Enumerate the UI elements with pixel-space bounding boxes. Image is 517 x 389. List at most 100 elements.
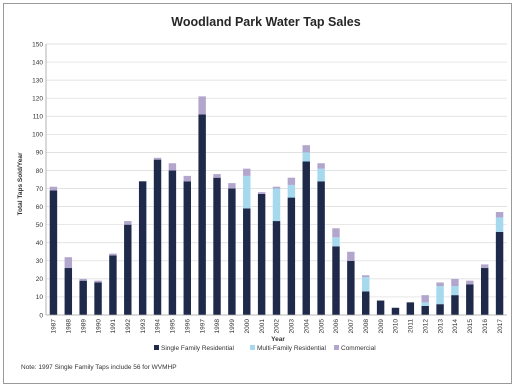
bar-segment [287,184,296,198]
x-tick-label: 1989 [80,319,87,334]
bar-segment [317,181,325,315]
bar-segment [138,181,147,315]
x-tick-label: 1992 [125,319,132,334]
bar-segment [421,295,429,303]
y-tick-label: 110 [33,114,44,121]
x-tick-label: 2017 [497,319,504,334]
bar-segment [272,221,281,315]
bar-segment [466,284,474,315]
x-tick-label: 2015 [467,319,474,334]
x-axis-label: Year [271,336,285,343]
bar-segment [153,159,162,315]
bar-segment [79,278,87,281]
bar-segment [153,157,162,160]
bar-segment [332,237,340,247]
x-tick-label: 2009 [378,319,385,334]
bar-segment [332,228,340,238]
x-tick-label: 2008 [363,319,370,334]
bar-segment [94,282,102,315]
bar-segment [406,302,415,315]
x-axis-ticks: 1987 1988 1989 1990 1991 1992 1993 1994 1995 1996… [51,319,504,334]
bar-segment [317,168,325,182]
chart-title: Woodland Park Water Tap Sales [171,15,360,29]
y-tick-label: 40 [36,240,44,247]
x-tick-label: 1990 [95,319,102,334]
y-tick-label: 80 [36,168,44,175]
legend-swatch [250,345,255,350]
legend-swatch [334,345,339,350]
bar-segment [183,175,191,182]
x-tick-label: 2013 [437,319,444,334]
x-tick-label: 2003 [289,319,296,334]
bar-segment [272,188,281,222]
bar-segment [183,181,191,315]
bar-segment [109,255,117,315]
bar-segment [198,114,206,316]
bar-segment [243,168,251,176]
y-tick-label: 140 [32,59,43,66]
bar-segment [391,307,400,315]
bar-segment [362,291,370,315]
bar-segment [317,163,325,169]
bar-segment [436,282,444,287]
bar-segment [376,300,385,315]
bar-segment [302,161,310,315]
y-tick-label: 20 [36,276,44,283]
bar-segment [64,257,73,269]
bar-segment [49,190,58,315]
y-tick-label: 50 [36,222,44,229]
x-tick-label: 1993 [140,319,147,334]
bar-segment [421,302,429,306]
bar-segment [243,175,251,209]
legend-entry: Single Family Residential [161,345,235,352]
x-tick-label: 1987 [51,319,58,334]
x-tick-label: 2006 [333,319,340,334]
bar-segment [257,193,266,315]
bar-segment [109,253,117,256]
x-tick-label: 2014 [452,319,459,334]
bar-segment [332,246,340,315]
bar-segment [362,275,370,278]
x-tick-label: 1991 [110,319,117,334]
bar-segment [480,268,489,315]
x-tick-label: 2005 [318,319,325,334]
bar-segment [272,186,281,189]
bar-segment [480,264,489,269]
x-tick-label: 1988 [66,319,73,334]
x-tick-label: 1994 [155,319,162,334]
bar-segment [495,217,504,232]
bar-segment [168,170,177,315]
x-tick-label: 1996 [184,319,191,334]
bar-segment [451,278,459,287]
bar-segment [421,305,429,315]
bar-segment [124,224,132,315]
bar-segment [94,280,102,283]
bars [49,96,504,316]
legend-entry: Multi-Family Residential [257,345,327,352]
bar-segment [302,152,310,162]
y-tick-label: 120 [32,96,43,103]
chart-note: Note: 1997 Single Family Taps include 56… [21,364,177,371]
y-tick-label: 60 [36,204,44,211]
x-tick-label: 1997 [199,319,206,334]
y-tick-label: 90 [36,150,44,157]
bar-segment [124,221,132,225]
bar-segment [495,231,504,315]
y-tick-label: 70 [36,186,44,193]
bar-segment [228,188,236,315]
bar-segment [168,163,177,171]
x-tick-label: 1998 [214,319,221,334]
x-tick-label: 2001 [259,319,266,334]
y-tick-label: 130 [32,77,43,84]
y-tick-label: 0 [39,312,43,319]
x-tick-label: 1995 [170,319,177,334]
bar-segment [495,212,504,218]
bar-segment [302,145,310,153]
stacked-bar-chart: Woodland Park Water Tap Sales 0 10 20 30 40 5… [17,15,507,371]
bar-segment [451,295,459,315]
y-tick-label: 10 [36,294,44,301]
bar-segment [64,268,73,315]
y-tick-label: 100 [32,132,43,139]
y-tick-label: 150 [32,41,43,48]
bar-segment [451,286,459,296]
